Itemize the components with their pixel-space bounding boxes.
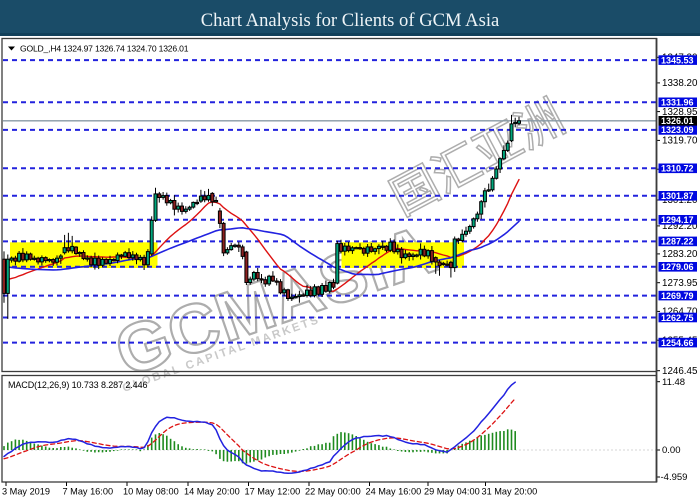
- svg-text:14 May 20:00: 14 May 20:00: [184, 487, 240, 497]
- svg-text:0.00: 0.00: [662, 445, 681, 456]
- svg-text:1279.06: 1279.06: [661, 262, 694, 272]
- svg-text:GOLD_,H4 1324.97 1326.74 1324: GOLD_,H4 1324.97 1326.74 1324.70 1326.01: [20, 44, 189, 54]
- svg-text:1345.53: 1345.53: [661, 55, 694, 65]
- svg-text:1273.95: 1273.95: [662, 278, 698, 289]
- svg-text:17 May 12:00: 17 May 12:00: [245, 487, 301, 497]
- svg-text:1292.20: 1292.20: [662, 221, 698, 232]
- svg-text:7 May 16:00: 7 May 16:00: [63, 487, 114, 497]
- svg-text:29 May 04:00: 29 May 04:00: [424, 487, 480, 497]
- svg-text:1287.22: 1287.22: [661, 237, 694, 247]
- svg-text:1331.96: 1331.96: [661, 98, 694, 108]
- svg-text:10 May 08:00: 10 May 08:00: [123, 487, 179, 497]
- svg-text:MACD(12,26,9) 10.733 8.287 2.4: MACD(12,26,9) 10.733 8.287 2.446: [8, 380, 147, 390]
- svg-text:1328.95: 1328.95: [662, 107, 698, 118]
- svg-text:22 May 00:00: 22 May 00:00: [305, 487, 361, 497]
- svg-text:1323.09: 1323.09: [661, 125, 694, 135]
- svg-text:Chart Analysis for Clients of: Chart Analysis for Clients of GCM Asia: [201, 10, 500, 31]
- svg-text:1326.01: 1326.01: [661, 116, 694, 126]
- svg-text:1283.20: 1283.20: [662, 249, 698, 260]
- svg-text:1310.72: 1310.72: [661, 164, 694, 174]
- svg-text:1246.45: 1246.45: [662, 366, 698, 377]
- svg-text:1301.87: 1301.87: [661, 191, 694, 201]
- svg-text:1254.66: 1254.66: [661, 338, 694, 348]
- svg-text:1338.20: 1338.20: [662, 78, 698, 89]
- svg-text:31 May 20:00: 31 May 20:00: [482, 487, 538, 497]
- svg-text:1301.20: 1301.20: [662, 195, 698, 206]
- svg-text:11.48: 11.48: [662, 377, 685, 388]
- svg-text:3 May 2019: 3 May 2019: [2, 487, 50, 497]
- svg-text:1294.17: 1294.17: [661, 215, 694, 225]
- svg-text:1269.79: 1269.79: [661, 291, 694, 301]
- svg-text:1262.75: 1262.75: [661, 313, 694, 323]
- svg-text:1319.70: 1319.70: [662, 136, 698, 147]
- svg-text:-4.959: -4.959: [661, 472, 688, 483]
- svg-text:24 May 16:00: 24 May 16:00: [366, 487, 422, 497]
- svg-text:1264.70: 1264.70: [662, 307, 698, 318]
